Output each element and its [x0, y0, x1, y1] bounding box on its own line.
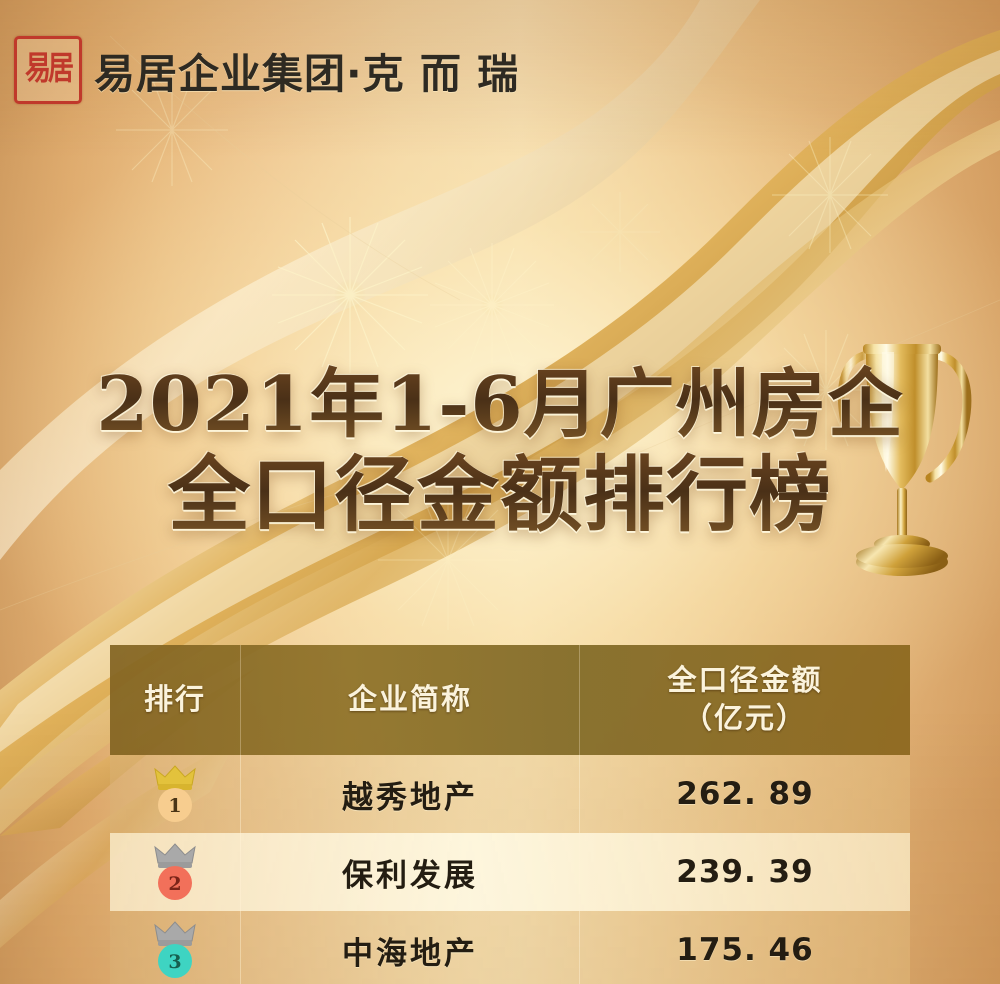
table-row[interactable]: 3 中海地产 175. 46 — [110, 911, 910, 984]
column-header-name-label: 企业简称 — [347, 683, 472, 716]
column-header-rank-label: 排行 — [143, 683, 206, 716]
seal-text: 易居 — [24, 50, 74, 88]
silver-crown-medal-icon: 3 — [148, 919, 202, 981]
table-row[interactable]: 2 保利发展 239. 39 — [110, 833, 910, 911]
title-line-1: 2021年1-6月广州房企 — [0, 362, 1000, 446]
brand-logo: 易居 易居企业集团·克 而 瑞 — [14, 36, 519, 104]
company-name-cell: 中海地产 — [240, 911, 580, 984]
column-header-value-unit: （亿元） — [682, 703, 807, 735]
poster-title: 2021年1-6月广州房企 全口径金额排行榜 — [0, 362, 1000, 542]
table-header-row: 排行 企业简称 全口径金额 （亿元） — [110, 645, 910, 755]
rank-number: 3 — [168, 951, 181, 973]
starburst-sparkle-icon — [116, 74, 888, 630]
brand-wordmark: 易居企业集团·克 而 瑞 — [94, 50, 520, 98]
title-line-2: 全口径金额排行榜 — [0, 449, 1000, 542]
company-name: 越秀地产 — [342, 779, 478, 815]
column-header-rank: 排行 — [110, 645, 240, 755]
company-name-cell: 保利发展 — [240, 833, 580, 911]
column-header-name: 企业简称 — [240, 645, 580, 755]
amount-value: 175. 46 — [676, 932, 814, 968]
column-header-value: 全口径金额 （亿元） — [580, 645, 910, 755]
amount-value: 239. 39 — [676, 854, 814, 890]
ranking-table: 排行 企业简称 全口径金额 （亿元） 1 — [110, 645, 910, 984]
amount-cell: 239. 39 — [580, 833, 910, 911]
rank-cell: 3 — [110, 911, 240, 984]
yiju-seal-icon: 易居 — [14, 36, 82, 104]
rank-cell: 2 — [110, 833, 240, 911]
rank-number: 1 — [168, 795, 181, 817]
rank-cell: 1 — [110, 755, 240, 833]
amount-cell: 262. 89 — [580, 755, 910, 833]
table-row[interactable]: 1 越秀地产 262. 89 — [110, 755, 910, 833]
silver-crown-medal-icon: 2 — [148, 841, 202, 903]
amount-cell: 175. 46 — [580, 911, 910, 984]
gold-crown-medal-icon: 1 — [148, 763, 202, 825]
rank-number: 2 — [168, 873, 181, 895]
company-name-cell: 越秀地产 — [240, 755, 580, 833]
amount-value: 262. 89 — [676, 776, 814, 812]
column-header-value-label: 全口径金额 — [667, 664, 823, 697]
company-name: 中海地产 — [342, 935, 478, 971]
company-name: 保利发展 — [342, 857, 478, 893]
